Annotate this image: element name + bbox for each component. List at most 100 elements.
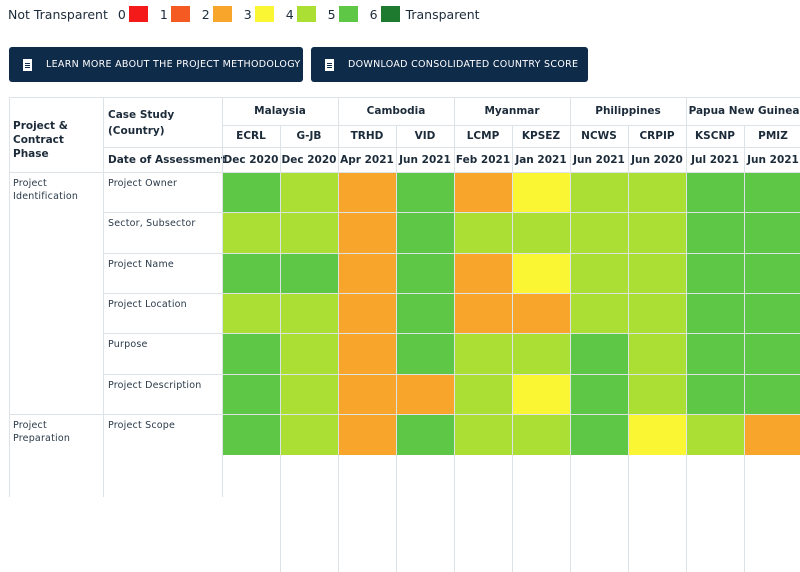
grid-line bbox=[628, 172, 629, 572]
score-cell bbox=[628, 252, 686, 294]
grid-line bbox=[103, 97, 104, 497]
project-code-header: VID bbox=[414, 130, 436, 142]
score-cell bbox=[338, 373, 396, 415]
document-icon bbox=[23, 58, 32, 71]
score-cell bbox=[222, 373, 280, 415]
grid-line bbox=[338, 172, 339, 572]
legend-value-1: 1 bbox=[159, 6, 168, 22]
score-cell bbox=[512, 333, 570, 374]
score-cell bbox=[512, 292, 570, 334]
legend-value-6: 6 bbox=[369, 6, 378, 22]
score-cell bbox=[744, 292, 800, 334]
score-cell bbox=[686, 252, 744, 294]
score-cell bbox=[512, 172, 570, 213]
case-study-header: Case Study (Country) bbox=[108, 109, 175, 137]
score-cell bbox=[628, 373, 686, 415]
assessment-date: Feb 2021 bbox=[455, 153, 511, 166]
score-cell bbox=[686, 373, 744, 415]
transparency-legend: Not Transparent 0 1 2 3 4 5 6 Transparent bbox=[8, 5, 480, 23]
score-cell bbox=[512, 252, 570, 294]
score-cell bbox=[396, 252, 454, 294]
score-cell bbox=[512, 373, 570, 415]
grid-line bbox=[103, 373, 800, 375]
score-cell bbox=[338, 252, 396, 294]
score-cell bbox=[744, 252, 800, 294]
grid-line bbox=[396, 172, 397, 572]
score-cell bbox=[338, 212, 396, 254]
criteria-label: Project Scope bbox=[108, 419, 176, 431]
grid-line bbox=[686, 172, 687, 572]
score-cell bbox=[744, 413, 800, 455]
project-code-header: LCMP bbox=[466, 130, 500, 142]
legend-swatch-5 bbox=[338, 6, 358, 22]
grid-line bbox=[338, 97, 339, 172]
score-cell bbox=[280, 373, 338, 415]
project-code-header: CRPIP bbox=[639, 130, 675, 142]
score-cell bbox=[338, 292, 396, 334]
score-cell bbox=[686, 292, 744, 334]
score-cell bbox=[222, 333, 280, 374]
score-cell bbox=[396, 172, 454, 213]
score-cell bbox=[396, 373, 454, 415]
legend-swatch-1 bbox=[170, 6, 190, 22]
grid-line bbox=[512, 172, 513, 572]
score-cell bbox=[628, 212, 686, 254]
assessment-date: Jun 2020 bbox=[631, 153, 683, 166]
download-country-score-label: DOWNLOAD CONSOLIDATED COUNTRY SCORE bbox=[348, 59, 579, 70]
grid-line bbox=[570, 172, 571, 572]
download-country-score-button[interactable]: DOWNLOAD CONSOLIDATED COUNTRY SCORE bbox=[311, 47, 588, 82]
score-cell bbox=[744, 373, 800, 415]
score-cell bbox=[280, 172, 338, 213]
grid-line bbox=[103, 333, 800, 335]
score-cell bbox=[222, 252, 280, 294]
score-cell bbox=[512, 413, 570, 455]
score-cell bbox=[222, 172, 280, 213]
assessment-date: Jul 2021 bbox=[691, 153, 739, 166]
score-cell bbox=[454, 413, 512, 455]
score-cell bbox=[570, 373, 628, 415]
country-header: Malaysia bbox=[254, 105, 306, 117]
score-cell bbox=[570, 212, 628, 254]
assessment-date: Apr 2021 bbox=[340, 153, 394, 166]
legend-swatch-4 bbox=[296, 6, 316, 22]
score-cell bbox=[686, 413, 744, 455]
score-cell bbox=[396, 333, 454, 374]
score-cell bbox=[570, 413, 628, 455]
legend-value-4: 4 bbox=[285, 6, 294, 22]
score-cell bbox=[338, 172, 396, 213]
grid-line bbox=[9, 97, 800, 98]
project-code-header: PMIZ bbox=[758, 130, 788, 142]
grid-line bbox=[744, 172, 745, 572]
score-cell bbox=[628, 413, 686, 455]
project-code-header: TRHD bbox=[350, 130, 384, 142]
score-cell bbox=[454, 172, 512, 213]
legend-swatch-0 bbox=[128, 6, 148, 22]
score-cell bbox=[686, 172, 744, 213]
assessment-date: Jun 2021 bbox=[399, 153, 451, 166]
legend-swatch-6 bbox=[380, 6, 400, 22]
criteria-label: Sector, Subsector bbox=[108, 218, 196, 230]
score-cell bbox=[686, 333, 744, 374]
score-cell bbox=[280, 292, 338, 334]
score-cell bbox=[280, 413, 338, 455]
country-header: Myanmar bbox=[484, 105, 540, 117]
score-cell bbox=[454, 373, 512, 415]
learn-methodology-button[interactable]: LEARN MORE ABOUT THE PROJECT METHODOLOGY bbox=[9, 47, 303, 82]
score-cell bbox=[628, 333, 686, 374]
grid-line bbox=[570, 97, 571, 172]
assessment-date: Jun 2021 bbox=[573, 153, 625, 166]
score-cell bbox=[454, 292, 512, 334]
assessment-date: Jan 2021 bbox=[515, 153, 567, 166]
grid-line bbox=[454, 97, 455, 172]
score-cell bbox=[628, 172, 686, 213]
date-of-assessment-header: Date of Assessment bbox=[108, 154, 226, 166]
score-cell bbox=[396, 212, 454, 254]
score-cell bbox=[570, 252, 628, 294]
legend-value-5: 5 bbox=[327, 6, 336, 22]
score-cell bbox=[222, 292, 280, 334]
grid-line bbox=[9, 97, 10, 497]
criteria-label: Purpose bbox=[108, 339, 148, 351]
phase-label: Project Preparation bbox=[13, 419, 71, 444]
legend-left-label: Not Transparent bbox=[8, 6, 108, 22]
download-icon bbox=[325, 58, 334, 71]
